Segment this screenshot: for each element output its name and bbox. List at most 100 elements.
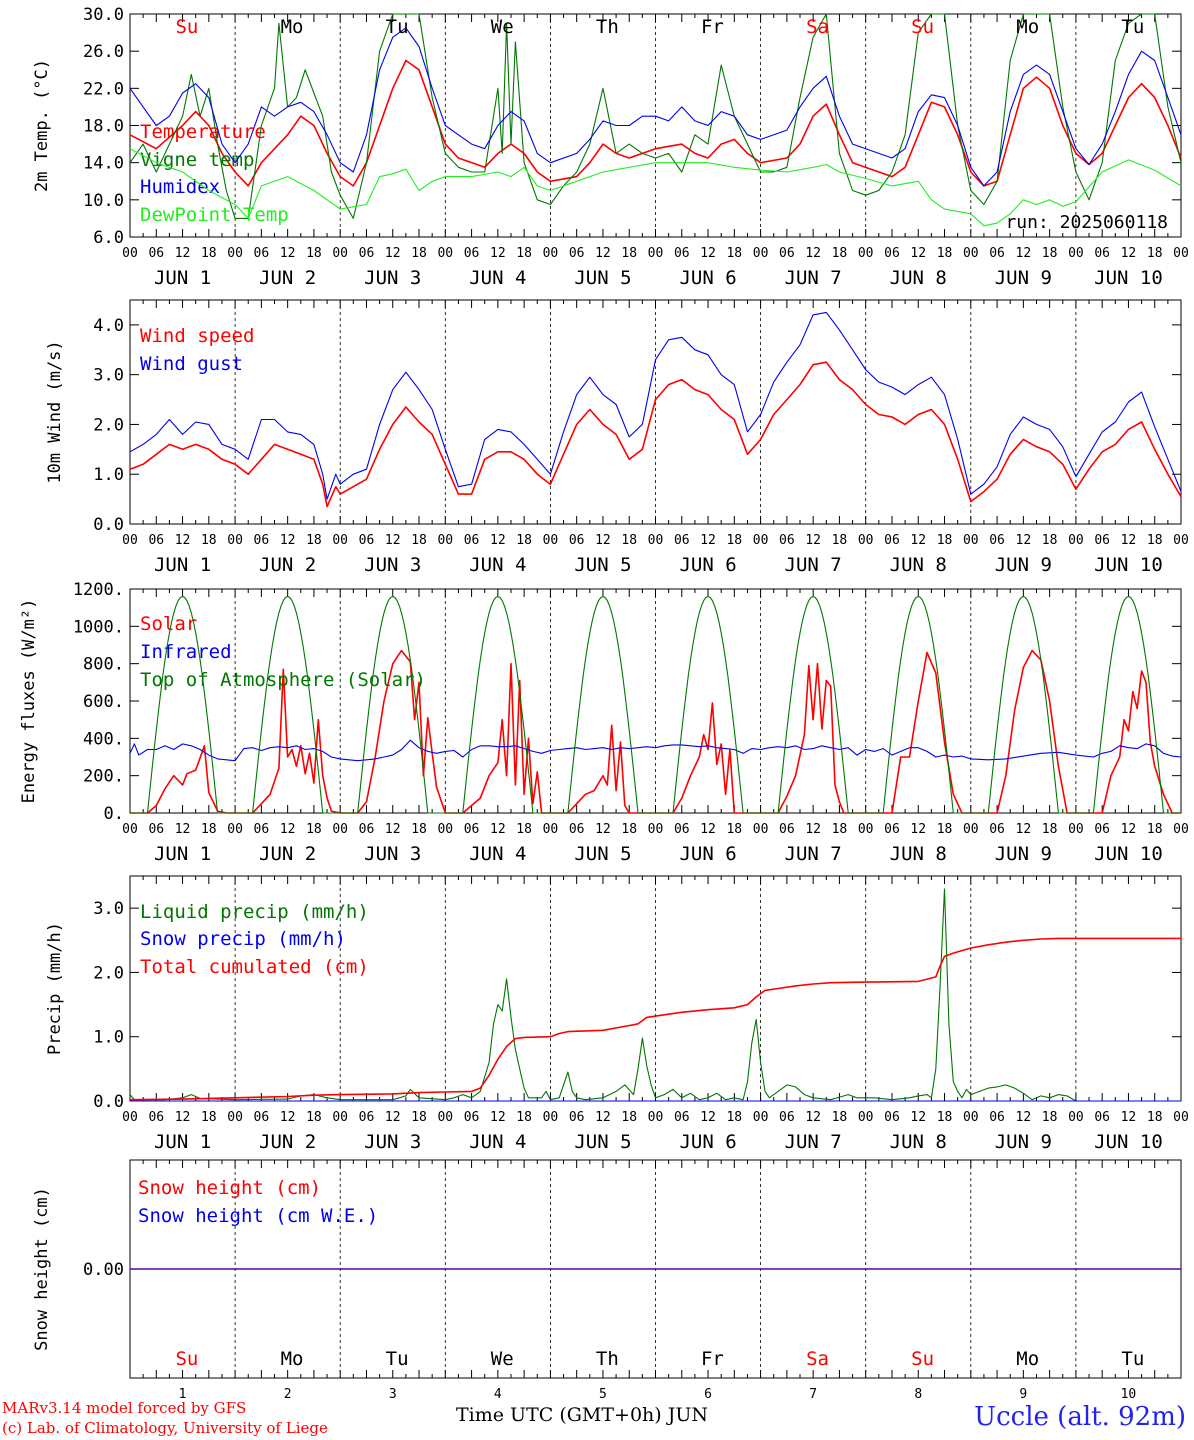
legend-entry: Wind speed (140, 325, 254, 347)
date-label: JUN 6 (679, 267, 736, 289)
weekday-label: Mo (1016, 1348, 1039, 1370)
y-tick-label: 0.0 (93, 515, 124, 535)
hour-label: 12 (910, 246, 926, 261)
y-tick-label: 3.0 (93, 366, 124, 386)
date-label: JUN 7 (785, 1131, 842, 1153)
hour-label: 00 (332, 822, 348, 837)
date-label: JUN 8 (890, 843, 947, 865)
legend-entry: Total cumulated (cm) (140, 956, 369, 978)
hour-label: 18 (832, 246, 848, 261)
date-label: JUN 9 (995, 843, 1052, 865)
hour-label: 00 (858, 822, 874, 837)
day-number-label: 2 (284, 1387, 292, 1402)
plot-frame (129, 299, 1182, 525)
legend-entry: Vigne temp (140, 149, 254, 171)
hour-label: 12 (385, 246, 401, 261)
hour-label: 06 (674, 246, 690, 261)
hour-label: 00 (122, 1110, 138, 1125)
date-label: JUN 1 (154, 554, 211, 576)
legend-entry: Solar (140, 613, 197, 635)
series-line-wind-gust (129, 311, 1182, 500)
day-number-label: 1 (179, 1387, 187, 1402)
y-tick-label: 200. (83, 767, 124, 787)
hour-label: 12 (1121, 533, 1137, 548)
hour-label: 12 (700, 1110, 716, 1125)
date-label: JUN 7 (785, 554, 842, 576)
hour-label: 18 (1042, 822, 1058, 837)
series-line-dewpoint-temp (129, 148, 1182, 227)
hour-label: 00 (963, 533, 979, 548)
hour-label: 12 (1016, 246, 1032, 261)
hour-label: 06 (884, 533, 900, 548)
hour-label: 00 (543, 246, 559, 261)
hour-label: 06 (254, 822, 270, 837)
hour-label: 12 (490, 533, 506, 548)
hour-label: 18 (306, 822, 322, 837)
hour-label: 00 (753, 246, 769, 261)
hour-label: 18 (937, 533, 953, 548)
hour-label: 18 (937, 1110, 953, 1125)
y-tick-label: 1200. (73, 580, 124, 600)
hour-label: 12 (805, 1110, 821, 1125)
hour-label: 18 (621, 822, 637, 837)
hour-label: 12 (490, 246, 506, 261)
legend-entry: Wind gust (140, 353, 243, 375)
hour-label: 00 (648, 246, 664, 261)
hour-label: 00 (543, 822, 559, 837)
date-label: JUN 3 (364, 554, 421, 576)
hour-label: 00 (753, 1110, 769, 1125)
day-number-label: 6 (704, 1387, 712, 1402)
hour-label: 00 (1173, 1110, 1189, 1125)
hour-label: 18 (411, 822, 427, 837)
hour-label: 12 (385, 822, 401, 837)
date-label: JUN 7 (785, 843, 842, 865)
legend-entry: Snow height (cm) (138, 1177, 321, 1199)
hour-label: 00 (332, 533, 348, 548)
y-tick-label: 0.0 (93, 1092, 124, 1112)
hour-label: 12 (910, 1110, 926, 1125)
hour-label: 12 (805, 533, 821, 548)
hour-label: 00 (227, 822, 243, 837)
hour-label: 18 (411, 533, 427, 548)
run-label: run: 2025060118 (1005, 212, 1168, 233)
legend-entry: Humidex (140, 176, 220, 198)
hour-label: 12 (1016, 1110, 1032, 1125)
hour-label: 00 (437, 246, 453, 261)
hour-label: 18 (1147, 822, 1163, 837)
weekday-label: We (491, 1348, 514, 1370)
y-axis-label: Energy fluxes (W/m²) (19, 599, 39, 804)
hour-label: 12 (700, 533, 716, 548)
y-tick-label: 3.0 (93, 899, 124, 919)
hour-label: 12 (385, 1110, 401, 1125)
hour-label: 18 (1147, 533, 1163, 548)
hour-label: 12 (280, 533, 296, 548)
date-label: JUN 4 (469, 843, 526, 865)
hour-label: 06 (148, 822, 164, 837)
weekday-label: Su (911, 1348, 934, 1370)
hour-label: 06 (359, 822, 375, 837)
hour-label: 18 (201, 533, 217, 548)
hour-label: 06 (569, 822, 585, 837)
hour-label: 00 (1173, 533, 1189, 548)
hour-label: 12 (280, 1110, 296, 1125)
hour-label: 00 (648, 822, 664, 837)
hour-label: 06 (1094, 246, 1110, 261)
hour-label: 18 (201, 1110, 217, 1125)
hour-label: 18 (832, 1110, 848, 1125)
hour-label: 18 (726, 246, 742, 261)
hour-label: 12 (385, 533, 401, 548)
date-label: JUN 10 (1094, 267, 1163, 289)
hour-label: 18 (1042, 533, 1058, 548)
series-line-liquid-precip-mm-h- (129, 888, 1181, 1102)
weekday-label: Su (175, 16, 198, 38)
legend-entry: Infrared (140, 641, 232, 663)
hour-label: 12 (805, 822, 821, 837)
date-label: JUN 7 (785, 267, 842, 289)
hour-label: 12 (595, 822, 611, 837)
weekday-label: Mo (281, 1348, 304, 1370)
y-tick-label: 22.0 (83, 79, 124, 99)
hour-label: 06 (359, 246, 375, 261)
hour-label: 18 (306, 1110, 322, 1125)
hour-label: 06 (674, 1110, 690, 1125)
series-line-infrared (129, 739, 1182, 762)
